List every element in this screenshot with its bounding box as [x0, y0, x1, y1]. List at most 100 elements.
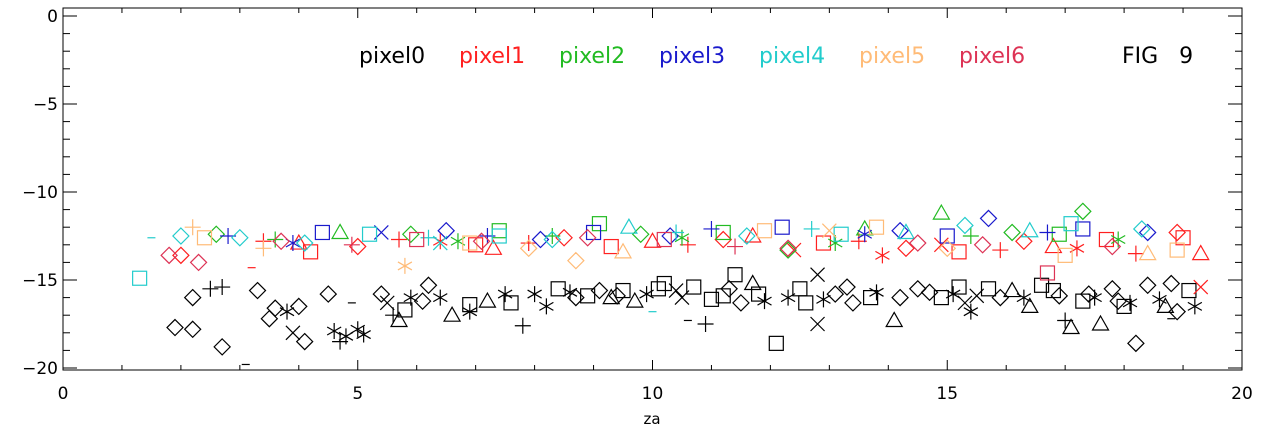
- data-point-pixel0: [1003, 281, 1022, 298]
- data-point-pixel6: [1103, 237, 1122, 256]
- x-tick-label: 20: [1231, 384, 1253, 404]
- data-point-pixel0: [957, 295, 973, 311]
- data-point-pixel0: [419, 276, 438, 295]
- data-point-pixel0: [432, 289, 448, 306]
- data-point-pixel2: [591, 216, 608, 232]
- data-point-pixel2: [1003, 223, 1021, 242]
- data-point-pixel0: [720, 279, 738, 298]
- data-point-pixel0: [1020, 297, 1039, 313]
- data-point-pixel1: [897, 239, 915, 258]
- data-point-pixel4: [833, 226, 849, 242]
- data-point-pixel5: [821, 223, 837, 239]
- y-tick-label: −10: [22, 183, 58, 203]
- data-point-pixel5: [397, 257, 413, 274]
- data-point-pixel0: [580, 288, 596, 304]
- data-point-pixel0: [503, 295, 519, 311]
- data-point-pixel0: [810, 267, 825, 283]
- data-point-pixel1: [468, 237, 484, 253]
- data-point-pixel0: [816, 291, 831, 308]
- data-point-pixel1: [1044, 237, 1063, 254]
- data-point-pixel0: [703, 291, 720, 307]
- data-point-pixel5: [567, 251, 585, 270]
- y-tick-label: 0: [47, 7, 58, 27]
- data-point-pixel1: [1193, 279, 1209, 295]
- data-point-pixel2: [544, 228, 561, 244]
- data-point-pixel6: [160, 246, 178, 265]
- data-point-pixel1: [933, 237, 949, 253]
- data-point-pixel4: [1063, 216, 1079, 232]
- data-point-pixel4: [1132, 220, 1151, 238]
- data-point-pixel5: [868, 219, 885, 235]
- data-point-pixel1: [992, 242, 1009, 259]
- data-point-pixel1: [714, 230, 733, 249]
- data-point-pixel0: [963, 303, 979, 320]
- data-point-pixel3: [1138, 223, 1157, 242]
- data-point-pixel0: [732, 294, 750, 312]
- data-point-pixel0: [891, 288, 909, 307]
- y-tick-label: −15: [22, 271, 58, 291]
- data-point-pixel0: [798, 295, 814, 311]
- data-point-pixel2: [631, 225, 650, 244]
- data-point-pixel0: [289, 297, 308, 316]
- data-point-pixel4: [432, 235, 448, 251]
- data-point-pixel0: [478, 291, 497, 308]
- data-point-pixel4: [295, 234, 314, 252]
- data-point-pixel0: [1187, 298, 1203, 315]
- data-point-pixel0: [213, 338, 232, 356]
- data-point-pixel0: [389, 311, 409, 328]
- legend-item-pixel6: pixel6: [959, 44, 1025, 69]
- data-point-pixel0: [1091, 314, 1110, 331]
- x-axis-title: za: [643, 410, 660, 428]
- data-point-pixel4: [956, 216, 974, 235]
- data-point-pixel5: [1169, 242, 1185, 258]
- data-point-pixel4: [361, 226, 378, 242]
- y-tick-label: −5: [33, 95, 58, 115]
- data-point-pixel1: [815, 235, 832, 251]
- data-point-pixel0: [550, 281, 566, 297]
- data-point-pixel6: [409, 231, 425, 248]
- data-point-pixel1: [1175, 230, 1191, 246]
- data-point-pixel0: [615, 282, 631, 299]
- data-point-pixel0: [266, 299, 285, 318]
- data-point-pixel4: [896, 223, 916, 240]
- data-point-pixel4: [803, 220, 820, 237]
- data-point-pixel6: [656, 231, 672, 248]
- data-point-pixel3: [585, 224, 602, 241]
- data-point-pixel4: [543, 230, 562, 249]
- legend-item-pixel1: pixel1: [459, 44, 525, 69]
- data-point-pixel0: [214, 279, 231, 296]
- data-point-pixel0: [863, 290, 879, 306]
- data-point-pixel0: [260, 309, 279, 328]
- data-point-pixel0: [751, 286, 767, 302]
- data-point-pixel1: [1127, 245, 1144, 262]
- x-tick-label: 0: [58, 384, 69, 404]
- data-point-pixel0: [248, 281, 267, 300]
- data-point-pixel0: [1181, 282, 1197, 299]
- data-point-pixel0: [908, 279, 927, 298]
- data-point-pixel5: [196, 230, 213, 246]
- data-point-pixel4: [1020, 221, 1039, 238]
- data-point-pixel1: [1015, 232, 1033, 251]
- data-point-pixel0: [202, 280, 219, 297]
- data-point-pixel0: [1122, 294, 1138, 311]
- data-point-pixel0: [326, 323, 342, 340]
- legend-item-pixel4: pixel4: [759, 44, 825, 69]
- data-point-pixel4: [231, 228, 249, 247]
- data-point-pixel0: [743, 274, 762, 291]
- data-points: [132, 202, 1210, 366]
- legend-item-pixel3: pixel3: [659, 44, 725, 69]
- data-point-pixel0: [1138, 276, 1157, 295]
- data-point-pixel1: [643, 232, 662, 248]
- axis-ticks: 0 5 10 15 20 0 −5 −10 −15 −20: [22, 7, 1253, 404]
- data-point-pixel0: [980, 281, 997, 297]
- data-point-pixel6: [779, 239, 797, 258]
- legend-item-pixel5: pixel5: [859, 44, 925, 69]
- data-point-pixel0: [920, 283, 939, 302]
- data-point-pixel0: [650, 281, 666, 297]
- data-point-pixel2: [207, 225, 226, 244]
- data-point-pixel0: [933, 290, 949, 306]
- data-point-pixel0: [1062, 318, 1081, 335]
- data-point-pixel5: [938, 239, 957, 258]
- data-point-pixel6: [973, 235, 992, 254]
